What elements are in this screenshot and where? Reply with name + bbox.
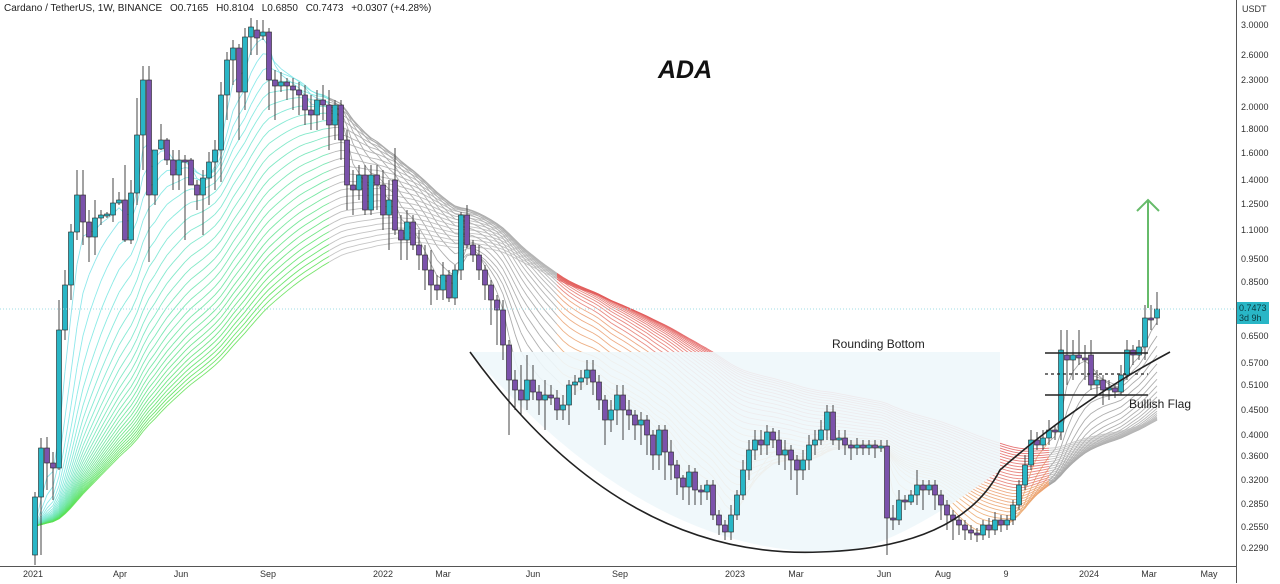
price-tick: 2.0000 bbox=[1241, 102, 1269, 112]
price-tick: 0.8500 bbox=[1241, 277, 1269, 287]
price-tick: 0.2850 bbox=[1241, 499, 1269, 509]
chart-title: ADA bbox=[658, 56, 712, 85]
price-tick: 0.2550 bbox=[1241, 522, 1269, 532]
legend-high: H0.8104 bbox=[216, 3, 254, 14]
price-axis-unit: USDT bbox=[1242, 4, 1267, 14]
time-tick: May bbox=[1200, 569, 1217, 579]
price-tick: 1.6000 bbox=[1241, 148, 1269, 158]
time-tick: Apr bbox=[113, 569, 127, 579]
bullish-flag-label: Bullish Flag bbox=[1129, 397, 1191, 411]
legend-close: C0.7473 bbox=[306, 3, 344, 14]
rounding-bottom-label: Rounding Bottom bbox=[832, 337, 925, 351]
price-tick: 0.6500 bbox=[1241, 331, 1269, 341]
price-tick: 0.4000 bbox=[1241, 430, 1269, 440]
price-tick: 0.3200 bbox=[1241, 475, 1269, 485]
time-tick: 2024 bbox=[1079, 569, 1099, 579]
time-tick: Sep bbox=[612, 569, 628, 579]
price-tick: 1.2500 bbox=[1241, 199, 1269, 209]
candlestick-chart[interactable] bbox=[0, 0, 1236, 566]
price-tick: 0.2290 bbox=[1241, 543, 1269, 553]
price-tick: 0.3600 bbox=[1241, 451, 1269, 461]
rounding-bottom-fill bbox=[470, 352, 1000, 553]
time-tick: 9 bbox=[1003, 569, 1008, 579]
time-tick: Aug bbox=[935, 569, 951, 579]
price-axis[interactable] bbox=[1236, 0, 1280, 583]
price-tick: 0.4500 bbox=[1241, 405, 1269, 415]
current-price-value: 0.7473 bbox=[1239, 303, 1267, 313]
time-tick: Mar bbox=[435, 569, 451, 579]
price-tick: 1.1000 bbox=[1241, 225, 1269, 235]
price-tick: 0.5100 bbox=[1241, 380, 1269, 390]
time-tick: Jun bbox=[877, 569, 892, 579]
symbol-legend: Cardano / TetherUS, 1W, BINANCE O0.7165 … bbox=[4, 3, 436, 14]
legend-change: +0.0307 (+4.28%) bbox=[351, 3, 431, 14]
time-tick: 2021 bbox=[23, 569, 43, 579]
time-tick: Mar bbox=[1141, 569, 1157, 579]
time-tick: Mar bbox=[788, 569, 804, 579]
time-tick: Sep bbox=[260, 569, 276, 579]
price-tick: 2.3000 bbox=[1241, 75, 1269, 85]
price-tick: 1.4000 bbox=[1241, 175, 1269, 185]
symbol-name[interactable]: Cardano / TetherUS, 1W, BINANCE bbox=[4, 3, 162, 14]
price-tick: 1.8000 bbox=[1241, 124, 1269, 134]
legend-open: O0.7165 bbox=[170, 3, 208, 14]
legend-low: L0.6850 bbox=[262, 3, 298, 14]
time-tick: Jun bbox=[526, 569, 541, 579]
price-tick: 3.0000 bbox=[1241, 20, 1269, 30]
time-tick: 2023 bbox=[725, 569, 745, 579]
time-tick: 2022 bbox=[373, 569, 393, 579]
price-tick: 0.9500 bbox=[1241, 254, 1269, 264]
price-tick: 0.5700 bbox=[1241, 358, 1269, 368]
price-tick: 2.6000 bbox=[1241, 50, 1269, 60]
current-price-tag: 0.7473 3d 9h bbox=[1237, 302, 1269, 324]
bar-countdown: 3d 9h bbox=[1239, 313, 1267, 323]
time-tick: Jun bbox=[174, 569, 189, 579]
